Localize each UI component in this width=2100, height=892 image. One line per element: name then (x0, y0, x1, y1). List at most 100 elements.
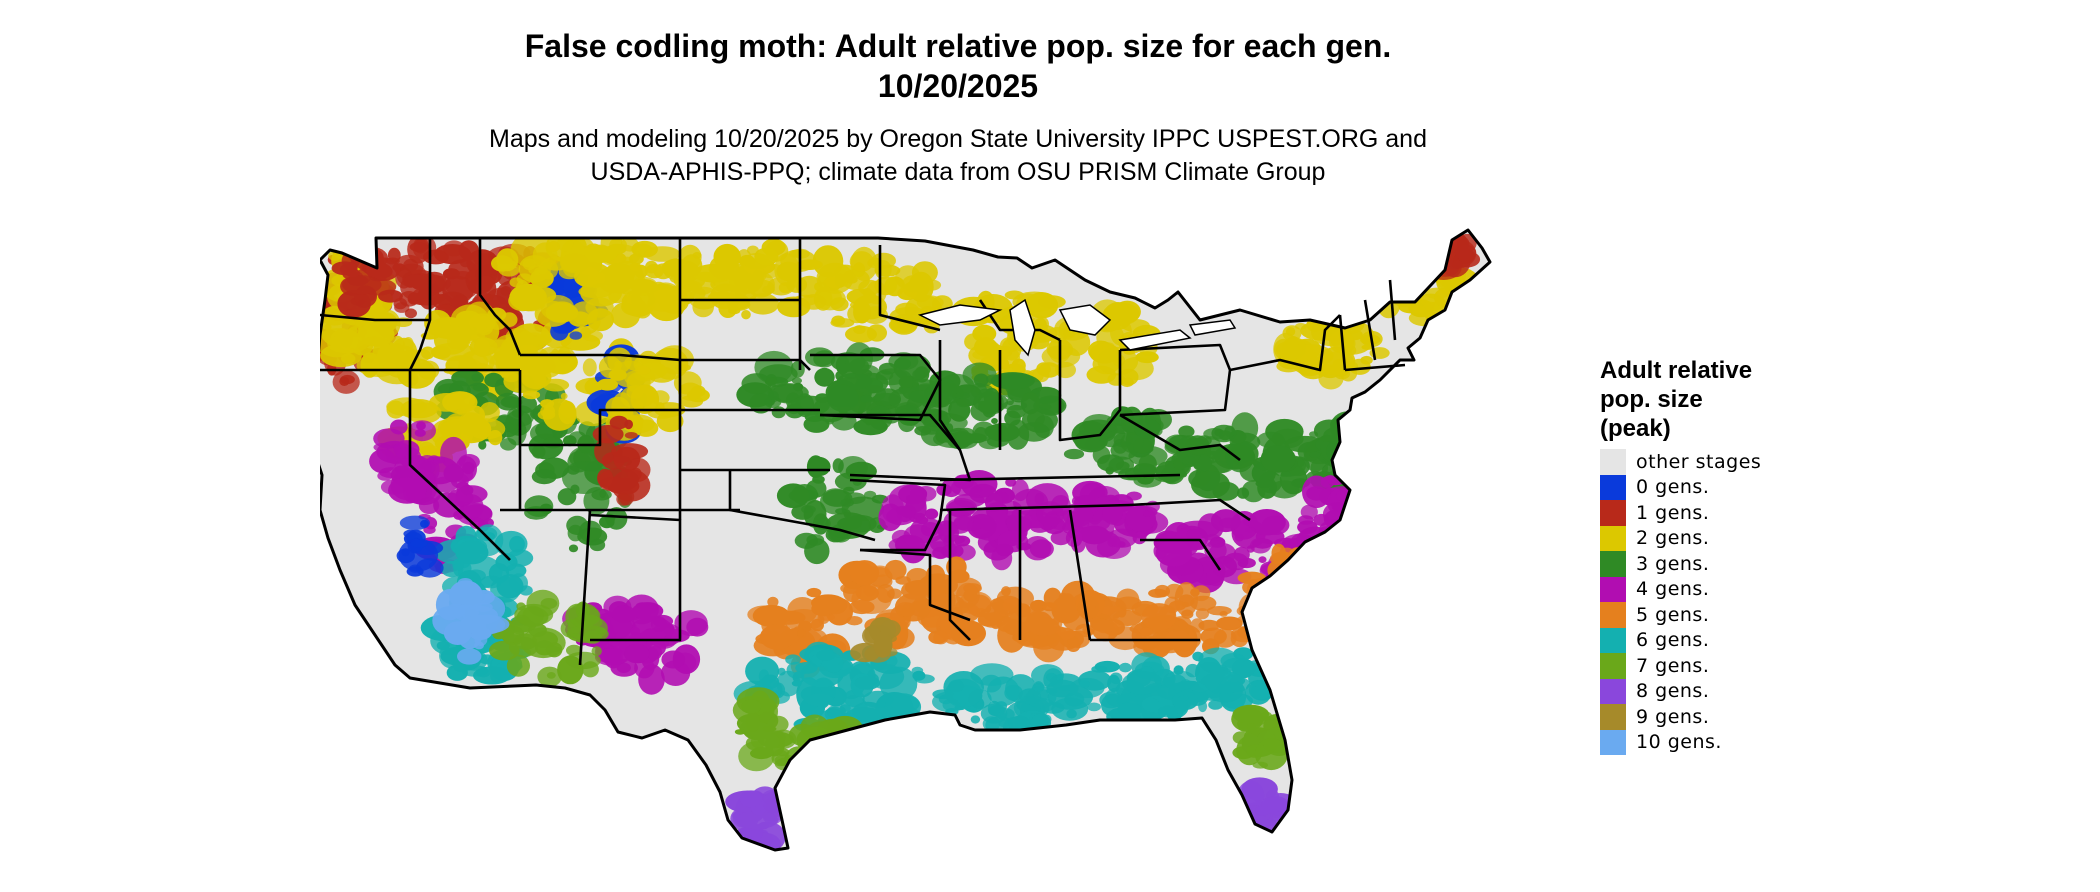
generation-blotch (1248, 679, 1272, 700)
generation-blotch (436, 640, 450, 651)
generation-blotch (1261, 711, 1272, 721)
generation-blotch (906, 568, 929, 586)
generation-blotch (984, 612, 1002, 621)
generation-blotch (750, 732, 780, 751)
generation-blotch (1002, 400, 1028, 411)
generation-blotch (476, 668, 491, 678)
generation-blotch (398, 538, 439, 572)
generation-blotch (847, 743, 873, 761)
generation-blotch (1102, 342, 1115, 351)
generation-blotch (771, 749, 789, 767)
generation-blotch (1335, 578, 1357, 602)
generation-blotch (840, 498, 854, 507)
generation-blotch (1011, 358, 1026, 373)
generation-blotch (996, 712, 1007, 719)
generation-blotch (896, 602, 915, 617)
generation-blotch (902, 275, 926, 293)
generation-blotch (1276, 577, 1296, 596)
generation-blotch (357, 336, 393, 359)
generation-blotch (1033, 631, 1065, 663)
generation-blotch (500, 286, 512, 296)
generation-blotch (453, 559, 472, 579)
generation-blotch (473, 338, 490, 357)
generation-blotch (1302, 566, 1328, 583)
legend-label: 2 gens. (1636, 527, 1710, 550)
generation-blotch (1298, 515, 1314, 525)
generation-blotch (1322, 537, 1342, 555)
generation-blotch (873, 631, 893, 658)
generation-blotch (875, 370, 894, 381)
generation-blotch (674, 610, 708, 637)
generation-blotch (1451, 260, 1463, 269)
generation-blotch (974, 337, 998, 357)
generation-blotch (599, 515, 615, 529)
generation-blotch (1367, 335, 1380, 345)
generation-blotch (608, 369, 627, 381)
legend-swatch (1600, 627, 1626, 653)
legend-label: 0 gens. (1636, 476, 1710, 499)
generation-blotch (831, 315, 846, 327)
generation-blotch (806, 587, 822, 598)
generation-blotch (991, 418, 998, 424)
legend-label: 9 gens. (1636, 705, 1710, 728)
legend-item: 7 gens. (1600, 653, 1860, 679)
generation-blotch (404, 308, 417, 319)
generation-blotch (1038, 295, 1066, 309)
generation-blotch (594, 648, 628, 666)
generation-blotch (340, 374, 355, 385)
generation-blotch (1087, 702, 1101, 712)
lake (1058, 304, 1112, 336)
generation-blotch (1384, 261, 1400, 281)
generation-blotch (1321, 551, 1335, 566)
generation-blotch (1399, 280, 1417, 292)
state-border-line (1058, 340, 1122, 442)
generation-blotch (867, 729, 891, 747)
legend-item: 1 gens. (1600, 500, 1860, 526)
generation-blotch (1298, 551, 1315, 565)
generation-blotch (1060, 593, 1076, 613)
generation-blotch (1263, 583, 1279, 596)
generation-blotch (516, 273, 533, 285)
generation-blotch (358, 247, 369, 259)
generation-blotch (1295, 323, 1307, 330)
generation-blotch (956, 398, 971, 408)
generation-blotch (624, 643, 650, 664)
state-border-line (589, 513, 682, 642)
generation-blotch (1046, 672, 1058, 682)
state-border-line (320, 313, 430, 322)
generation-blotch (339, 331, 353, 348)
generation-blotch (845, 461, 877, 481)
generation-blotch (849, 251, 874, 272)
generation-blotch (1257, 431, 1285, 448)
generation-blotch (826, 715, 864, 743)
state-border-line (878, 245, 941, 332)
generation-blotch (952, 432, 978, 449)
generation-blotch (1004, 410, 1021, 426)
generation-blotch (824, 750, 842, 768)
generation-blotch (1138, 454, 1157, 474)
generation-blotch (765, 377, 778, 385)
generation-blotch (548, 346, 577, 375)
generation-blotch (1405, 256, 1424, 266)
generation-blotch (1324, 536, 1344, 550)
generation-blotch (1291, 585, 1315, 600)
generation-blotch (1117, 702, 1143, 717)
generation-blotch (925, 508, 939, 520)
generation-blotch (342, 275, 382, 295)
credit-line-1: Maps and modeling 10/20/2025 by Oregon S… (489, 125, 1427, 153)
generation-blotch (420, 519, 429, 528)
generation-blotch (1279, 595, 1302, 614)
generation-blotch (1039, 403, 1052, 410)
generation-blotch (1119, 662, 1132, 673)
generation-blotch (845, 743, 854, 753)
generation-blotch (852, 756, 860, 767)
generation-blotch (862, 754, 880, 772)
state-border-line (939, 503, 1131, 512)
generation-blotch (950, 620, 986, 647)
generation-blotch (1285, 597, 1327, 619)
generation-blotch (1208, 700, 1223, 710)
generation-blotch (460, 258, 472, 268)
generation-blotch (909, 390, 933, 403)
generation-blotch (809, 757, 819, 765)
generation-blotch (856, 759, 881, 783)
